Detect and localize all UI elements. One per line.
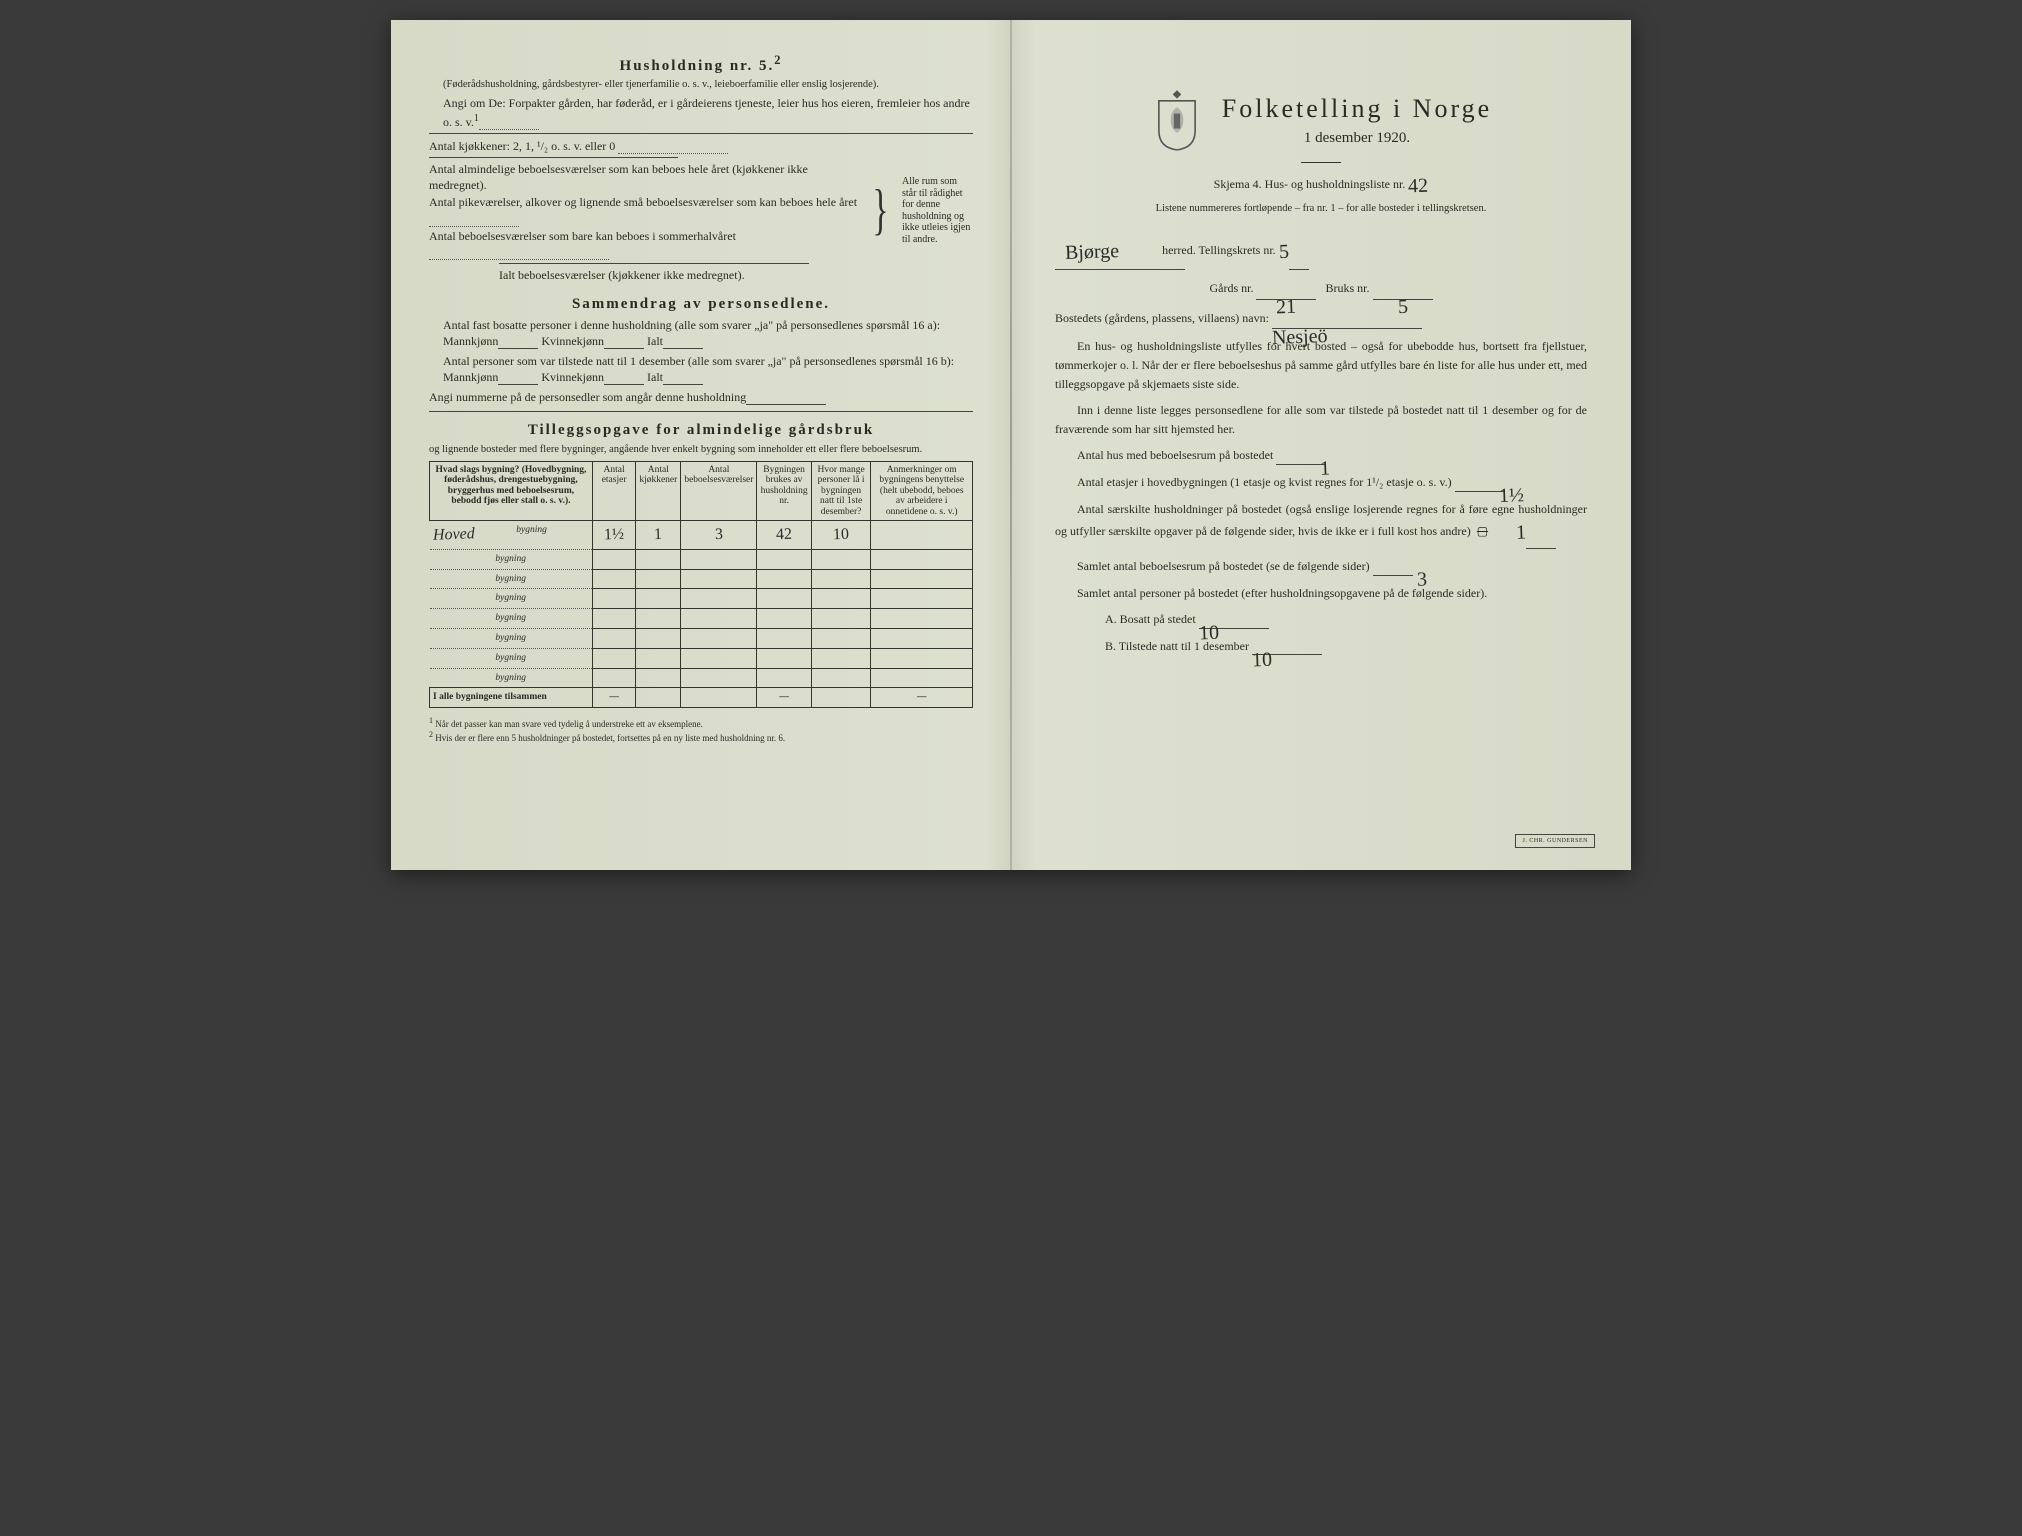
household-note: (Føderådshusholdning, gårdsbestyrer- ell… [443, 78, 973, 92]
summary-p1: Antal fast bosatte personer i denne hush… [443, 317, 973, 349]
q3-value: 1 [1494, 518, 1527, 550]
angi-nummer-line: Angi nummerne på de personsedler som ang… [429, 389, 973, 405]
sub-title: 1 desember 1920. [1222, 128, 1492, 148]
q1-value: 1 [1298, 454, 1331, 486]
building-table: Hvad slags bygning? (Hovedbygning, føder… [429, 461, 973, 708]
kitchens-row: Antal kjøkkener: 2, 1, ¹/₂ o. s. v. elle… [429, 138, 859, 154]
summary-p2: Antal personer som var tilstede natt til… [443, 353, 973, 385]
skjema-line: Skjema 4. Hus- og husholdningsliste nr. … [1055, 173, 1587, 200]
rooms2-row: Antal pikeværelser, alkover og lignende … [429, 194, 859, 226]
paragraph-2: Inn i denne liste legges personsedlene f… [1055, 401, 1587, 438]
cell-anm [871, 521, 973, 550]
table-row: bygning [430, 549, 973, 569]
table-row: bygning [430, 648, 973, 668]
gards-line: Gårds nr. 21 Bruks nr. 5 [1055, 278, 1587, 300]
printer-stamp: J. CHR. GUNDERSEN [1515, 834, 1595, 848]
cell-kjokken: 1 [636, 521, 681, 550]
brace-text: Alle rum som står til rådighet for denne… [902, 176, 973, 245]
left-page: Husholdning nr. 5.2 (Føderådshusholdning… [391, 20, 1011, 870]
tillegg-sub: og lignende bosteder med flere bygninger… [429, 443, 973, 457]
cell-hush: 42 [757, 521, 811, 550]
qA-value: 10 [1198, 618, 1219, 650]
cell-pers: 10 [811, 521, 871, 550]
q4-line: Samlet antal beboelsesrum på bostedet (s… [1055, 557, 1587, 576]
table-header-row: Hvad slags bygning? (Hovedbygning, føder… [430, 461, 973, 520]
title-block: Folketelling i Norge 1 desember 1920. Sk… [1055, 88, 1587, 216]
table-row: bygning [430, 569, 973, 589]
q1-line: Antal hus med beboelsesrum på bostedet 1 [1055, 446, 1587, 465]
footnote-2: Hvis der er flere enn 5 husholdninger på… [435, 733, 785, 743]
q4-value: 3 [1394, 564, 1427, 596]
herred-line: Bjørge herred. Tellingskrets nr. 5 [1055, 234, 1587, 270]
right-page: Folketelling i Norge 1 desember 1920. Sk… [1011, 20, 1631, 870]
rooms3-row: Antal beboelsesværelser som bare kan beb… [429, 228, 859, 260]
rooms1-row: Antal almindelige beboelsesværelser som … [429, 161, 859, 193]
tillegg-heading: Tilleggsopgave for almindelige gårdsbruk [429, 420, 973, 440]
table-row: bygning [430, 668, 973, 688]
rooms-block: Antal kjøkkener: 2, 1, ¹/₂ o. s. v. elle… [429, 137, 973, 285]
footnotes: 1 Når det passer kan man svare ved tydel… [429, 716, 973, 744]
listene-note: Listene nummereres fortløpende – fra nr.… [1055, 202, 1587, 216]
household-heading: Husholdning nr. 5.2 [429, 52, 973, 76]
krets-value: 5 [1278, 234, 1289, 270]
angi-om-line: Angi om De: Forpakter gården, har føderå… [443, 95, 973, 129]
q5-line: Samlet antal personer på bostedet (efter… [1055, 584, 1587, 603]
th-anmerk: Anmerkninger om bygningens benyttelse (h… [871, 461, 973, 520]
th-etasjer: Antal etasjer [592, 461, 635, 520]
q2-value: 1½ [1476, 480, 1524, 513]
footnote-1: Når det passer kan man svare ved tydelig… [435, 719, 703, 729]
skjema-value: 42 [1408, 173, 1429, 201]
herred-value: Bjørge [1064, 233, 1119, 271]
table-row: bygning [430, 589, 973, 609]
table-row: bygning [430, 628, 973, 648]
document-spread: Husholdning nr. 5.2 (Føderådshusholdning… [391, 20, 1631, 870]
main-title: Folketelling i Norge [1222, 91, 1492, 126]
bosted-value: Nesjeö [1271, 318, 1328, 356]
qB-line: B. Tilstede natt til 1 desember 10 [1105, 637, 1587, 656]
th-personer: Hvor mange personer lå i bygningen natt … [811, 461, 871, 520]
household-sup: 2 [774, 53, 782, 67]
th-type: Hvad slags bygning? (Hovedbygning, føder… [430, 461, 593, 520]
th-vaerelser: Antal beboelsesværelser [681, 461, 757, 520]
rooms-total-row: Ialt beboelsesværelser (kjøkkener ikke m… [499, 267, 859, 283]
curly-brace-icon: } [873, 185, 889, 235]
table-row: Hoved bygning 1½ 1 3 42 10 [430, 521, 973, 550]
total-label: I alle bygningene tilsammen [430, 688, 593, 708]
table-row: bygning [430, 609, 973, 629]
summary-heading: Sammendrag av personsedlene. [429, 294, 973, 314]
cell-etasjer: 1½ [592, 521, 635, 550]
cell-vaer: 3 [681, 521, 757, 550]
cell-type: Hoved bygning [430, 521, 593, 550]
th-kjokken: Antal kjøkkener [636, 461, 681, 520]
table-total-row: I alle bygningene tilsammen ——— [430, 688, 973, 708]
bosted-line: Bostedets (gårdens, plassens, villaens) … [1055, 308, 1587, 330]
coat-of-arms-icon [1150, 88, 1204, 152]
qA-line: A. Bosatt på stedet 10 [1105, 610, 1587, 629]
bruks-value: 5 [1397, 289, 1408, 325]
qB-value: 10 [1251, 644, 1272, 676]
th-hushold: Bygningen brukes av husholdning nr. [757, 461, 811, 520]
